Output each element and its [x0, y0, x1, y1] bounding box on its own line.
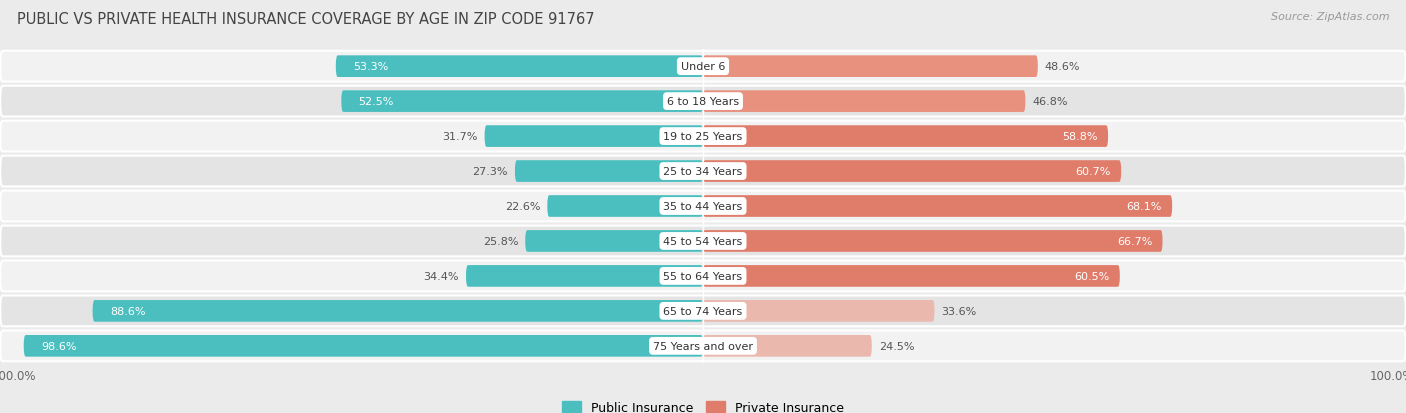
Text: 35 to 44 Years: 35 to 44 Years — [664, 202, 742, 211]
Text: 24.5%: 24.5% — [879, 341, 914, 351]
FancyBboxPatch shape — [342, 91, 703, 113]
Text: 75 Years and over: 75 Years and over — [652, 341, 754, 351]
FancyBboxPatch shape — [515, 161, 703, 183]
Text: 31.7%: 31.7% — [443, 132, 478, 142]
Text: 27.3%: 27.3% — [472, 166, 508, 177]
FancyBboxPatch shape — [703, 300, 935, 322]
FancyBboxPatch shape — [703, 230, 1163, 252]
Text: 19 to 25 Years: 19 to 25 Years — [664, 132, 742, 142]
Text: 58.8%: 58.8% — [1063, 132, 1098, 142]
Text: 60.5%: 60.5% — [1074, 271, 1109, 281]
Text: 48.6%: 48.6% — [1045, 62, 1080, 72]
Text: PUBLIC VS PRIVATE HEALTH INSURANCE COVERAGE BY AGE IN ZIP CODE 91767: PUBLIC VS PRIVATE HEALTH INSURANCE COVER… — [17, 12, 595, 27]
FancyBboxPatch shape — [24, 335, 703, 357]
Text: 25.8%: 25.8% — [482, 236, 519, 247]
Text: Source: ZipAtlas.com: Source: ZipAtlas.com — [1271, 12, 1389, 22]
Text: 25 to 34 Years: 25 to 34 Years — [664, 166, 742, 177]
Text: 53.3%: 53.3% — [353, 62, 388, 72]
Text: 33.6%: 33.6% — [942, 306, 977, 316]
FancyBboxPatch shape — [336, 56, 703, 78]
FancyBboxPatch shape — [703, 56, 1038, 78]
Legend: Public Insurance, Private Insurance: Public Insurance, Private Insurance — [562, 401, 844, 413]
FancyBboxPatch shape — [703, 161, 1121, 183]
Text: 66.7%: 66.7% — [1116, 236, 1152, 247]
FancyBboxPatch shape — [0, 296, 1406, 326]
Text: Under 6: Under 6 — [681, 62, 725, 72]
FancyBboxPatch shape — [703, 91, 1025, 113]
FancyBboxPatch shape — [0, 331, 1406, 361]
Text: 60.7%: 60.7% — [1076, 166, 1111, 177]
Text: 88.6%: 88.6% — [110, 306, 145, 316]
FancyBboxPatch shape — [0, 226, 1406, 257]
Text: 55 to 64 Years: 55 to 64 Years — [664, 271, 742, 281]
Text: 45 to 54 Years: 45 to 54 Years — [664, 236, 742, 247]
FancyBboxPatch shape — [703, 126, 1108, 147]
FancyBboxPatch shape — [0, 52, 1406, 82]
Text: 34.4%: 34.4% — [423, 271, 460, 281]
FancyBboxPatch shape — [93, 300, 703, 322]
Text: 68.1%: 68.1% — [1126, 202, 1161, 211]
Text: 6 to 18 Years: 6 to 18 Years — [666, 97, 740, 107]
FancyBboxPatch shape — [0, 121, 1406, 152]
Text: 98.6%: 98.6% — [41, 341, 76, 351]
FancyBboxPatch shape — [0, 191, 1406, 222]
Text: 46.8%: 46.8% — [1032, 97, 1067, 107]
FancyBboxPatch shape — [0, 261, 1406, 292]
Text: 65 to 74 Years: 65 to 74 Years — [664, 306, 742, 316]
FancyBboxPatch shape — [0, 87, 1406, 117]
Text: 22.6%: 22.6% — [505, 202, 540, 211]
FancyBboxPatch shape — [703, 335, 872, 357]
Text: 52.5%: 52.5% — [359, 97, 394, 107]
FancyBboxPatch shape — [703, 266, 1119, 287]
FancyBboxPatch shape — [485, 126, 703, 147]
FancyBboxPatch shape — [465, 266, 703, 287]
FancyBboxPatch shape — [547, 196, 703, 217]
FancyBboxPatch shape — [703, 196, 1173, 217]
FancyBboxPatch shape — [0, 156, 1406, 187]
FancyBboxPatch shape — [526, 230, 703, 252]
